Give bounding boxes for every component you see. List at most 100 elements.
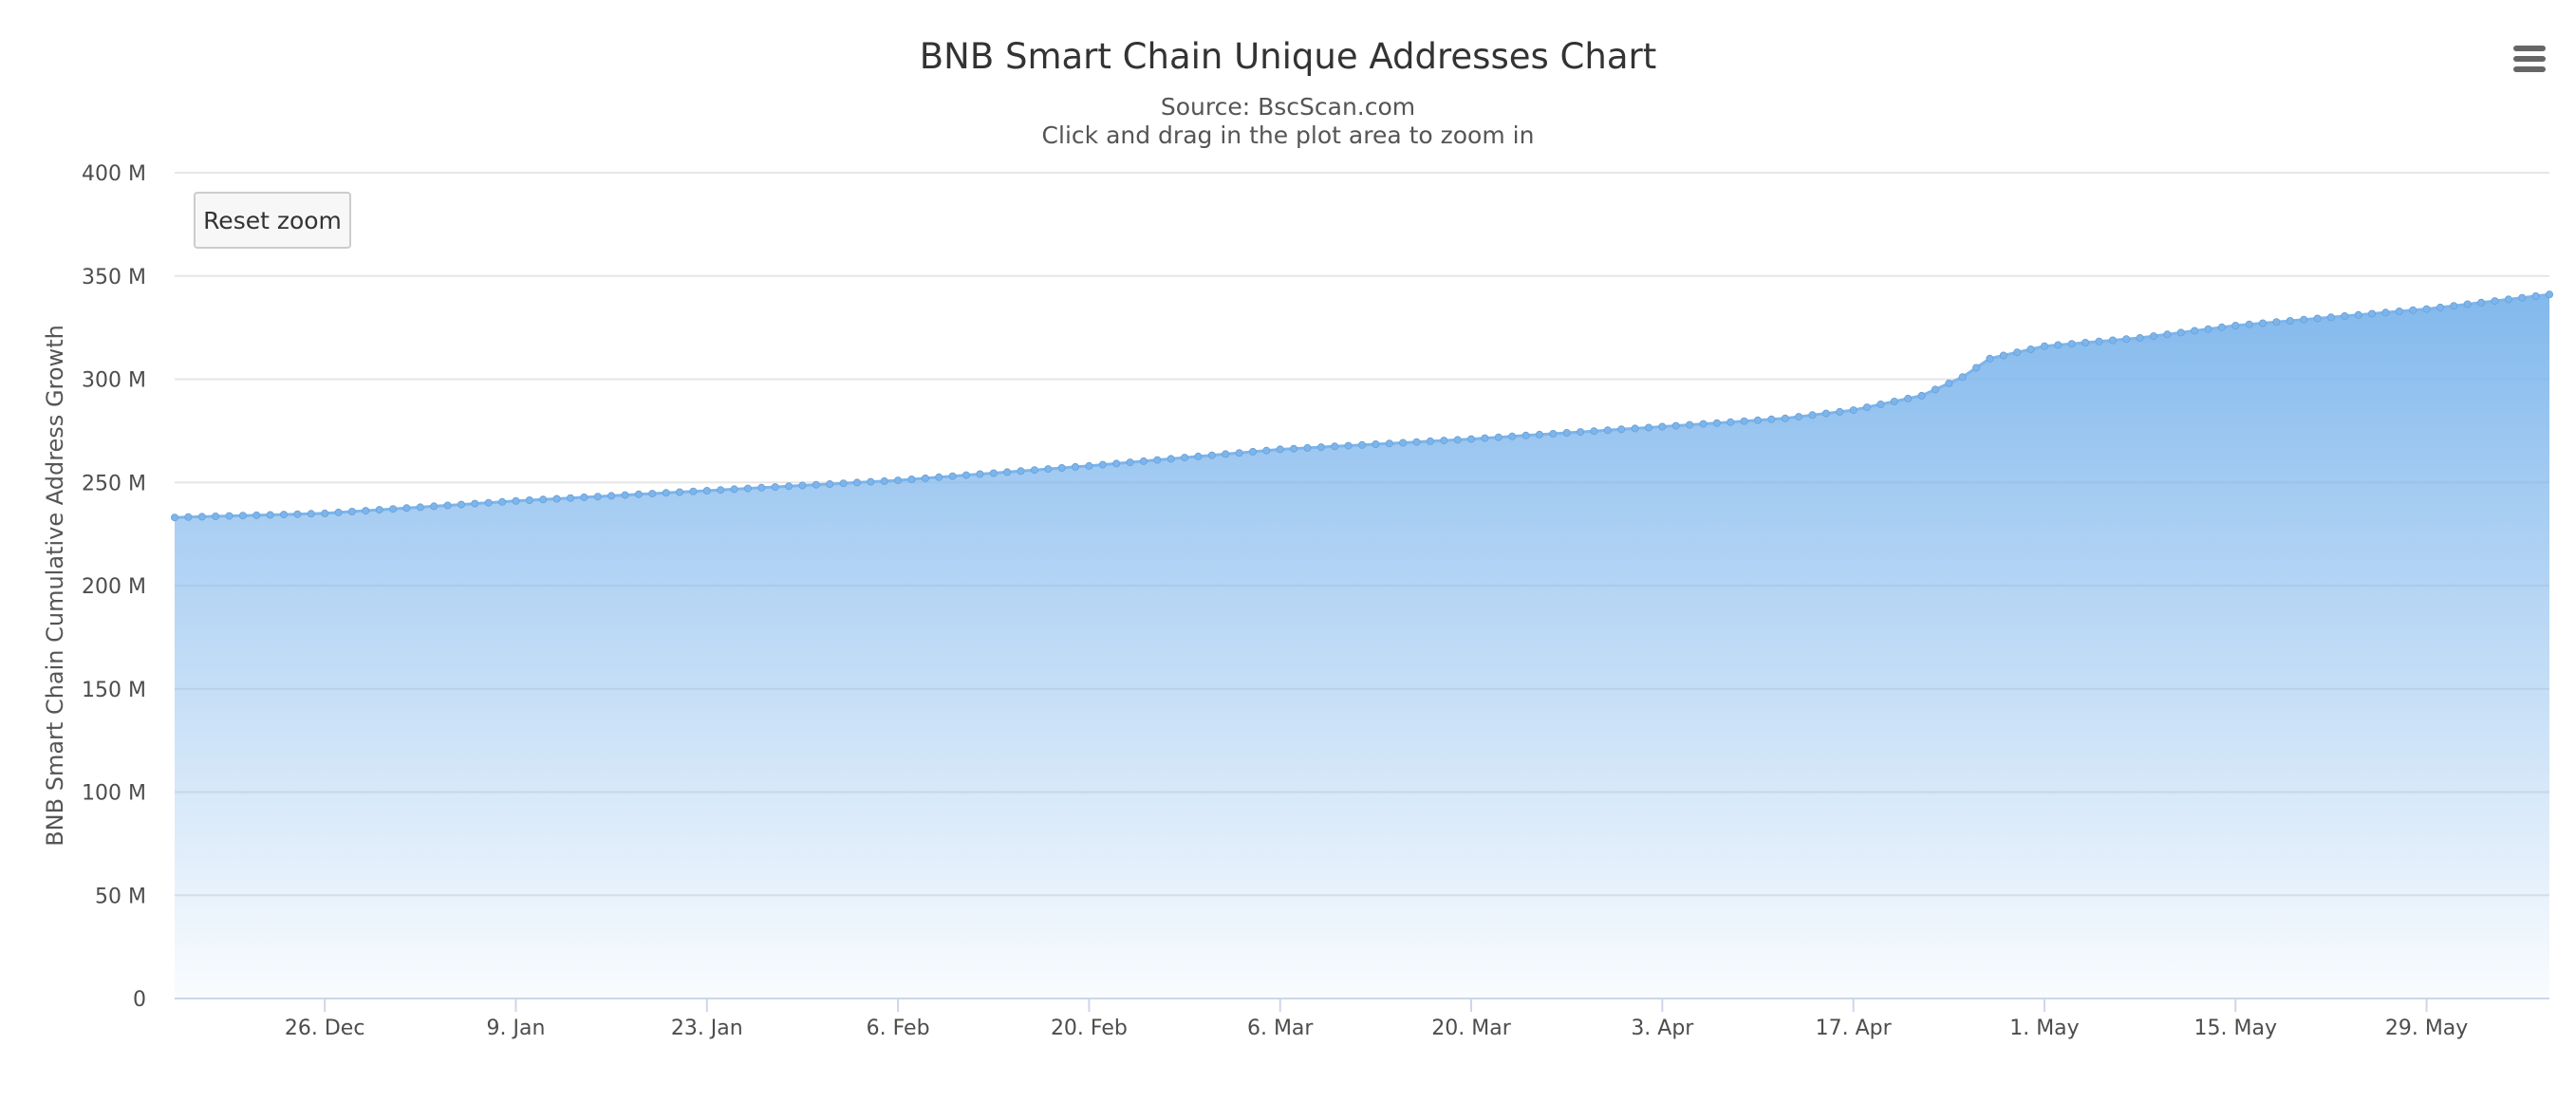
data-point bbox=[1972, 364, 1981, 372]
data-point bbox=[1344, 441, 1353, 450]
x-tick-label: 1. May bbox=[2009, 1017, 2079, 1040]
data-point bbox=[1917, 391, 1926, 400]
data-point bbox=[2040, 342, 2048, 350]
data-point bbox=[1671, 421, 1680, 430]
data-point bbox=[1385, 439, 1393, 448]
chart-subtitle-source: Source: BscScan.com bbox=[1161, 93, 1415, 121]
data-point bbox=[1044, 465, 1053, 474]
data-point bbox=[1072, 462, 1080, 471]
y-tick-label: 400 M bbox=[82, 162, 146, 186]
data-point bbox=[1194, 452, 1203, 460]
data-point bbox=[1372, 439, 1380, 448]
data-point bbox=[1549, 429, 1558, 438]
x-tick-label: 6. Mar bbox=[1247, 1017, 1314, 1040]
data-point bbox=[689, 487, 698, 495]
data-point bbox=[2436, 303, 2444, 311]
x-tick-label: 23. Jan bbox=[671, 1017, 743, 1040]
data-point bbox=[676, 488, 684, 496]
data-point bbox=[212, 513, 220, 521]
data-point bbox=[962, 471, 971, 479]
y-tick-label: 0 bbox=[133, 988, 146, 1012]
data-point bbox=[921, 474, 929, 482]
data-point bbox=[743, 484, 752, 493]
data-point bbox=[293, 510, 302, 518]
data-point bbox=[525, 496, 533, 505]
data-point bbox=[2204, 325, 2212, 333]
data-point bbox=[1999, 351, 2007, 360]
chart-subtitle-hint: Click and drag in the plot area to zoom … bbox=[1042, 121, 1535, 149]
hamburger-menu-icon[interactable] bbox=[2506, 46, 2553, 84]
data-point bbox=[1085, 461, 1093, 470]
y-tick-label: 100 M bbox=[82, 782, 146, 806]
series-area[interactable] bbox=[170, 290, 2553, 998]
data-point bbox=[238, 512, 247, 520]
data-point bbox=[2095, 337, 2103, 345]
data-point bbox=[1781, 414, 1789, 422]
data-point bbox=[948, 472, 957, 480]
data-point bbox=[1017, 467, 1025, 476]
x-tick-label: 20. Feb bbox=[1051, 1017, 1128, 1040]
data-point bbox=[2450, 302, 2458, 310]
reset-zoom-button[interactable]: Reset zoom bbox=[194, 192, 351, 249]
data-point bbox=[894, 476, 903, 485]
data-point bbox=[826, 479, 834, 488]
data-point bbox=[2409, 306, 2417, 314]
data-point bbox=[935, 473, 943, 481]
data-point bbox=[1057, 463, 1066, 472]
data-point bbox=[471, 499, 479, 508]
data-point bbox=[1945, 379, 1953, 387]
data-point bbox=[2013, 348, 2022, 357]
y-tick-label: 200 M bbox=[82, 575, 146, 599]
data-point bbox=[1727, 418, 1735, 426]
data-point bbox=[362, 507, 370, 515]
data-point bbox=[1222, 450, 1230, 458]
data-point bbox=[812, 480, 820, 489]
data-point bbox=[2163, 330, 2172, 339]
data-point bbox=[1754, 416, 1763, 424]
data-point bbox=[1508, 432, 1517, 440]
data-point bbox=[539, 495, 548, 504]
data-point bbox=[225, 512, 233, 520]
data-point bbox=[567, 494, 575, 502]
data-point bbox=[1645, 423, 1653, 432]
data-point bbox=[1562, 428, 1571, 437]
data-point bbox=[2176, 328, 2185, 337]
y-tick-label: 250 M bbox=[82, 472, 146, 495]
data-point bbox=[1358, 440, 1367, 449]
data-point bbox=[1712, 419, 1721, 427]
data-point bbox=[1658, 422, 1667, 431]
data-point bbox=[1426, 437, 1434, 445]
data-point bbox=[2531, 291, 2540, 300]
data-point bbox=[1303, 443, 1312, 452]
data-point bbox=[1590, 427, 1598, 436]
data-point bbox=[1453, 436, 1462, 444]
data-point bbox=[1808, 411, 1817, 420]
data-point bbox=[307, 510, 315, 518]
data-point bbox=[375, 506, 383, 514]
data-point bbox=[2477, 298, 2486, 307]
data-point bbox=[2518, 293, 2527, 302]
data-point bbox=[1331, 442, 1339, 451]
data-point bbox=[2067, 340, 2076, 348]
data-point bbox=[1030, 466, 1038, 475]
data-point bbox=[702, 487, 711, 495]
y-tick-label: 150 M bbox=[82, 679, 146, 702]
data-point bbox=[2231, 321, 2240, 329]
data-point bbox=[2326, 313, 2335, 322]
data-point bbox=[416, 503, 424, 512]
data-point bbox=[184, 513, 193, 521]
data-point bbox=[170, 513, 178, 522]
x-tick-label: 9. Jan bbox=[487, 1017, 546, 1040]
data-point bbox=[266, 511, 274, 519]
data-point bbox=[2422, 305, 2431, 313]
data-point bbox=[1904, 394, 1913, 402]
data-point bbox=[2545, 290, 2553, 299]
data-point bbox=[907, 475, 916, 483]
data-point bbox=[252, 511, 261, 519]
data-point bbox=[1262, 446, 1271, 455]
data-point bbox=[1440, 437, 1448, 445]
data-point bbox=[2491, 297, 2499, 306]
data-point bbox=[498, 497, 507, 506]
y-tick-label: 50 M bbox=[95, 885, 146, 908]
